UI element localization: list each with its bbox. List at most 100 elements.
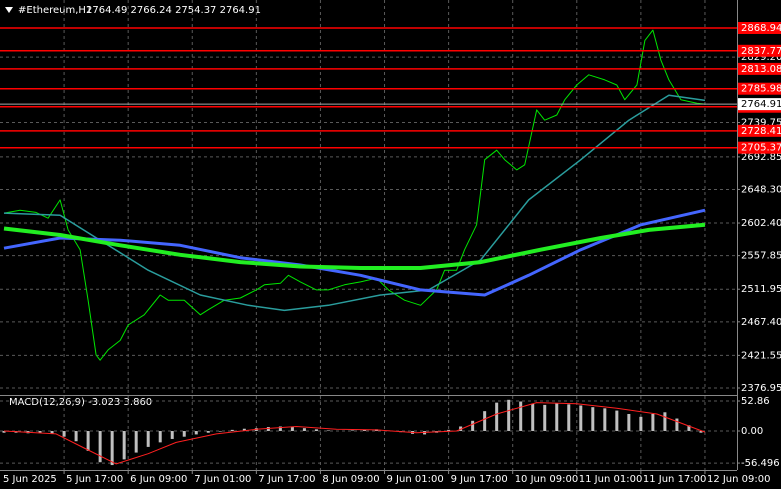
level-label-box [738,21,781,34]
histogram-bar [266,427,270,432]
y-tick-label: 2739.75 [741,118,781,129]
menu-arrow[interactable] [5,7,13,13]
data-layer [2,29,706,466]
level-label: 2837.77 [741,46,781,57]
x-tick-label: 6 Jun 09:00 [130,474,187,485]
y-tick-label: 2421.55 [741,350,781,361]
histogram-bar [242,428,246,432]
histogram-bar [687,425,691,432]
series-line [3,94,706,312]
level-label: 2785.98 [741,84,781,95]
x-tick-label: 10 Jun 09:00 [515,474,579,485]
x-tick-label: 5 Jun 17:00 [66,474,123,485]
histogram-bar [543,404,547,432]
histogram-bar [122,431,126,460]
histogram-bar [50,431,54,434]
histogram-bar [507,399,511,432]
y-tick-label: 0.00 [741,426,763,437]
histogram-bar [38,431,42,433]
ohlc: 2764.49 2766.24 2754.37 2764.91 [86,5,261,16]
level-label: 2705.37 [741,143,781,154]
histogram-bar [651,413,655,432]
y-tick-label: 52.86 [741,396,770,407]
histogram-bar [699,431,703,433]
y-tick-label: 2692.85 [741,152,781,163]
histogram-bar [350,430,354,432]
x-tick-label: 9 Jun 17:00 [451,474,508,485]
series-line [3,402,706,465]
macd-title: MACD(12,26,9) -3.023 3.860 [9,397,152,408]
histogram-bar [62,431,66,437]
y-tick-label: 2648.30 [741,184,781,195]
histogram-bar [567,404,571,432]
histogram-bar [471,420,475,432]
histogram-bar [362,429,366,432]
level-label-box [738,141,781,154]
level-label: 2728.41 [741,126,781,137]
histogram-bar [615,410,619,432]
histogram-bar [194,431,198,435]
y-tick-label: 2829.20 [741,52,781,63]
histogram-bar [278,426,282,432]
level-label-box [738,82,781,95]
histogram-bar [230,429,234,432]
histogram-bar [519,401,523,432]
last-price-box [738,98,781,111]
histogram-bar [495,402,499,432]
histogram-bar [603,408,607,432]
histogram-bar [74,431,78,442]
x-tick-label: 8 Jun 09:00 [322,474,379,485]
histogram-bar [290,427,294,432]
histogram-bar [134,431,138,453]
y-tick-label: 2467.40 [741,317,781,328]
y-tick-label: 2602.40 [741,218,781,229]
histogram-bar [591,407,595,432]
x-tick-label: 7 Jun 01:00 [194,474,251,485]
histogram-bar [675,418,679,432]
histogram-bar [158,431,162,443]
histogram-bar [2,431,6,433]
y-tick-label: 2511.95 [741,284,781,295]
histogram-bar [627,413,631,432]
y-tick-label: 2557.85 [741,251,781,262]
last-price-label: 2764.91 [741,99,781,110]
level-label: 2813.08 [741,64,781,75]
histogram-bar [302,428,306,432]
histogram-bar [218,431,222,432]
histogram-bar [314,429,318,432]
series-line [3,222,706,270]
histogram-bar [531,403,535,432]
histogram-bar [182,431,186,437]
histogram-bar [579,405,583,432]
series-line [3,208,706,297]
histogram-bar [483,411,487,432]
x-tick-label: 11 Jun 01:00 [579,474,643,485]
histogram-bar [110,431,114,466]
overlay-layer: 2868.942837.772813.082785.982761.362728.… [0,21,781,154]
histogram-bar [86,431,90,451]
histogram-bar [639,416,643,432]
histogram-bar [459,426,463,432]
level-label-box [738,124,781,137]
histogram-bar [447,429,451,432]
histogram-bar [170,431,174,439]
level-label-box [738,44,781,57]
histogram-bar [326,430,330,432]
x-tick-label: 7 Jun 17:00 [258,474,315,485]
level-label-box [738,62,781,75]
histogram-bar [98,431,102,463]
histogram-bar [146,431,150,447]
x-tick-label: 11 Jun 17:00 [643,474,707,485]
x-tick-label: 5 Jun 2025 [3,474,57,485]
histogram-bar [663,412,667,432]
x-tick-label: 9 Jun 01:00 [387,474,444,485]
level-label: 2868.94 [741,23,781,34]
x-tick-label: 12 Jun 09:00 [707,474,771,485]
histogram-bar [555,403,559,432]
histogram-bar [206,431,210,433]
y-tick-label: 2376.95 [741,383,781,394]
